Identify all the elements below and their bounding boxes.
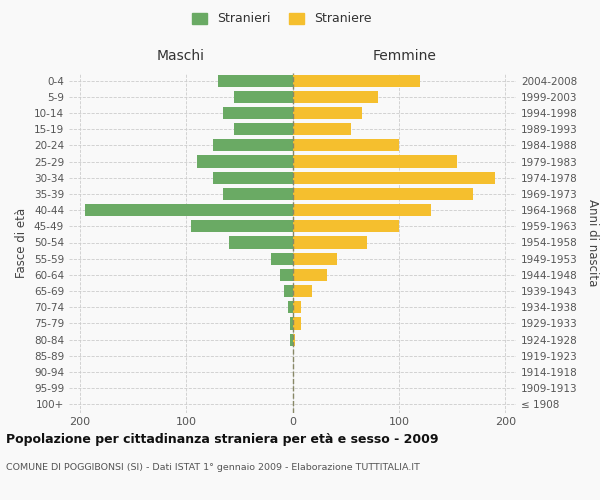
- Bar: [191, 220, 293, 232]
- Text: Maschi: Maschi: [157, 48, 205, 62]
- Y-axis label: Fasce di età: Fasce di età: [16, 208, 28, 278]
- Bar: [290, 334, 293, 345]
- Bar: [293, 334, 295, 345]
- Bar: [284, 285, 293, 297]
- Bar: [212, 140, 293, 151]
- Text: COMUNE DI POGGIBONSI (SI) - Dati ISTAT 1° gennaio 2009 - Elaborazione TUTTITALIA: COMUNE DI POGGIBONSI (SI) - Dati ISTAT 1…: [6, 462, 420, 471]
- Bar: [293, 140, 399, 151]
- Bar: [293, 107, 362, 119]
- Bar: [280, 269, 293, 281]
- Bar: [293, 318, 301, 330]
- Bar: [293, 220, 399, 232]
- Bar: [223, 188, 293, 200]
- Bar: [293, 188, 473, 200]
- Bar: [293, 285, 311, 297]
- Y-axis label: Anni di nascita: Anni di nascita: [586, 199, 599, 286]
- Bar: [234, 123, 293, 135]
- Bar: [293, 123, 351, 135]
- Bar: [197, 156, 293, 168]
- Bar: [293, 252, 337, 265]
- Bar: [293, 269, 326, 281]
- Text: Popolazione per cittadinanza straniera per età e sesso - 2009: Popolazione per cittadinanza straniera p…: [6, 432, 439, 446]
- Bar: [223, 107, 293, 119]
- Bar: [293, 156, 457, 168]
- Legend: Stranieri, Straniere: Stranieri, Straniere: [188, 8, 376, 29]
- Text: Femmine: Femmine: [373, 48, 436, 62]
- Bar: [293, 204, 431, 216]
- Bar: [288, 301, 293, 314]
- Bar: [85, 204, 293, 216]
- Bar: [293, 301, 301, 314]
- Bar: [271, 252, 293, 265]
- Bar: [212, 172, 293, 184]
- Bar: [229, 236, 293, 248]
- Bar: [218, 74, 293, 86]
- Bar: [293, 90, 377, 103]
- Bar: [293, 74, 420, 86]
- Bar: [293, 172, 495, 184]
- Bar: [290, 318, 293, 330]
- Bar: [293, 236, 367, 248]
- Bar: [234, 90, 293, 103]
